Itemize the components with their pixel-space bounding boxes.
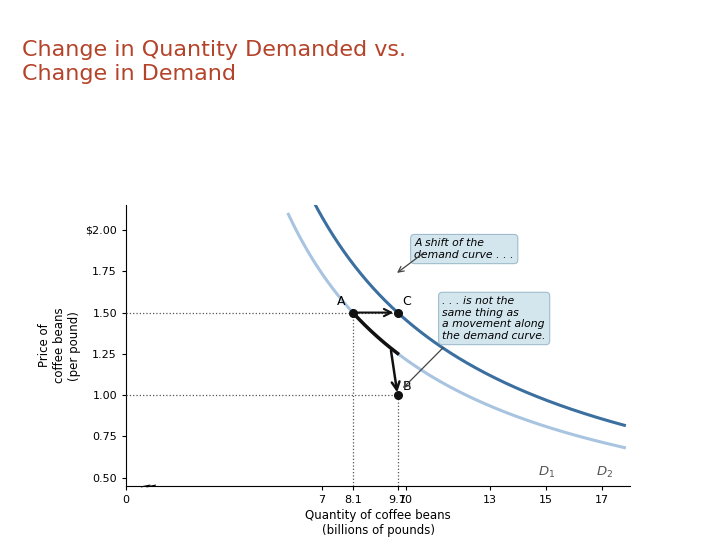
Text: $D_2$: $D_2$ (596, 465, 613, 480)
X-axis label: Quantity of coffee beans
(billions of pounds): Quantity of coffee beans (billions of po… (305, 509, 451, 537)
Text: B: B (402, 380, 411, 393)
Text: Change in Quantity Demanded vs.
Change in Demand: Change in Quantity Demanded vs. Change i… (22, 40, 405, 84)
Text: A shift of the
demand curve . . .: A shift of the demand curve . . . (415, 238, 514, 260)
Text: . . . is not the
same thing as
a movement along
the demand curve.: . . . is not the same thing as a movemen… (442, 296, 546, 341)
Text: $D_1$: $D_1$ (538, 465, 555, 480)
Text: C: C (402, 295, 410, 308)
Text: A: A (336, 295, 345, 308)
Y-axis label: Price of
coffee beans
(per pound): Price of coffee beans (per pound) (38, 308, 81, 383)
